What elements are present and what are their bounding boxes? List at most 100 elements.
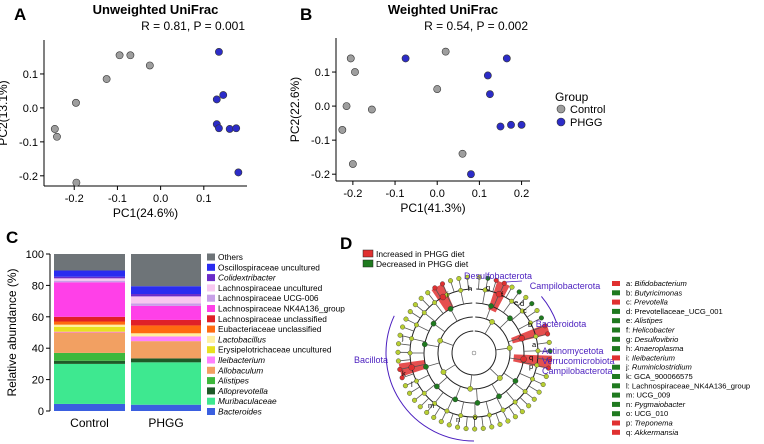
bar-segment-colidextribacter (54, 276, 125, 279)
point-control (72, 178, 81, 187)
cladogram-leaf-node (526, 403, 532, 409)
y-tick-label: -0.2 (19, 171, 38, 183)
cladogram-leaf-node (512, 414, 518, 420)
cladogram-node (497, 375, 503, 381)
legend-swatch-bacteroides (207, 408, 215, 415)
cladogram-leaf-node (485, 275, 491, 281)
x-axis-label: PC1(41.3%) (400, 201, 465, 215)
stat-annotation: R = 0.81, P = 0.001 (141, 19, 245, 33)
taxon-swatch-k (612, 374, 620, 379)
taxon-key-f: f: (626, 326, 632, 335)
cladogram-leaf-node (403, 316, 409, 322)
cladogram-leaf-node (540, 382, 546, 388)
chart-title: Unweighted UniFrac (93, 2, 219, 17)
taxon-swatch-o (612, 411, 620, 417)
bar-segment-lachnospiraceae-nk4a136-group (131, 305, 201, 320)
cladogram-leaf-node (424, 409, 430, 415)
x-tick-label: -0.2 (65, 193, 84, 205)
point-phgg (225, 125, 234, 133)
bar-segment-allobaculum (131, 341, 201, 359)
cladogram-leaf-node (489, 424, 495, 430)
cladogram-leaf-node (493, 277, 499, 283)
cladogram-leaf-node (402, 383, 408, 389)
cladogram-node (432, 300, 437, 305)
cladogram-node (421, 390, 427, 396)
bar-segment-oscillospiraceae-uncultured (54, 270, 125, 277)
taxon-label-h: h: Anaeroplasma (626, 344, 683, 353)
point-phgg (486, 90, 494, 99)
taxon-name-a: Bifidobacterium (634, 279, 686, 288)
cladogram-leaf-node (396, 341, 402, 347)
cladogram-node (533, 334, 539, 339)
bar-segment-ileibacterium (131, 336, 201, 342)
legend-label-bacteroides: Bacteroides (218, 407, 262, 417)
taxon-name-q: Akkermansia (633, 428, 678, 437)
taxon-label-m: m: UCG_009 (626, 391, 670, 400)
point-control (115, 51, 124, 60)
bar-segment-lachnospiraceae-ucg-006 (54, 280, 125, 283)
legend-swatch-lachnospiraceae-nk4a136-group (207, 305, 215, 312)
clade-label-bacteroidota: Bacteroidota (536, 319, 587, 329)
clade-label-bacillota: Bacillota (354, 355, 388, 365)
cladogram-node-red (520, 355, 527, 363)
y-tick-label: -0.1 (19, 137, 38, 149)
node-letter-p: p (529, 362, 533, 371)
cladogram-node (487, 412, 492, 418)
cladogram-node (528, 320, 533, 326)
taxon-key-i: i: (626, 353, 632, 362)
legend-swatch-allobaculum (207, 366, 215, 374)
cladogram-node (447, 306, 454, 312)
y-tick-label: 0.0 (23, 103, 38, 115)
x-category-label: Control (70, 416, 109, 430)
taxon-label-a: a: Bifidobacterium (626, 279, 687, 288)
cladogram-leaf-node (497, 421, 503, 427)
point-control (458, 149, 467, 158)
legend-label-phgg: PHGG (570, 117, 602, 129)
taxon-key-b: b: (626, 288, 634, 297)
node-letter-l: l (411, 380, 413, 389)
cladogram-node (496, 393, 502, 400)
x-tick-label: 0.0 (153, 193, 168, 205)
legend-title: Group (555, 90, 589, 104)
point-phgg (234, 168, 243, 177)
clade-label-verrucomicrobiota: Verrucomicrobiota (542, 356, 615, 366)
taxon-name-i: Ileibacterium (632, 353, 675, 362)
cladogram-leaf-node (501, 280, 507, 286)
taxon-name-d: Prevotellaceae_UCG_001 (634, 307, 722, 316)
cladogram-leaf-node (472, 426, 478, 432)
legend-swatch-lachnospiraceae-unclassified (207, 315, 215, 323)
taxon-name-e: Alistipes (633, 316, 662, 325)
clade-connector (505, 280, 523, 283)
bar-segment-allobaculum (54, 332, 125, 353)
bar-segment-colidextribacter (131, 294, 201, 297)
x-tick-label: -0.2 (343, 188, 362, 200)
taxon-swatch-b (612, 290, 620, 296)
bar-segment-alistipes (54, 352, 125, 361)
cladogram-node (414, 378, 419, 384)
taxon-label-k: k: GCA_900066575 (626, 372, 693, 381)
cladogram-leaf-node (505, 418, 511, 424)
node-letter-b: b (528, 320, 532, 329)
point-phgg (483, 71, 492, 80)
taxon-name-b: Butyricimonas (634, 288, 682, 297)
legend-label-lachnospiraceae-ucg-006: Lachnospiraceae UCG-006 (218, 293, 319, 303)
bar-segment-muribaculaceae (54, 363, 125, 404)
point-phgg (502, 54, 511, 63)
cladogram-node (489, 319, 495, 325)
taxon-label-f: f: Helicobacter (626, 326, 675, 335)
cladogram-node (482, 287, 488, 293)
taxon-key-h: h: (626, 344, 634, 353)
cladogram-node (535, 348, 541, 354)
node-letter-j: j (401, 333, 404, 342)
node-letter-a: a (532, 340, 537, 349)
point-control (441, 47, 450, 56)
taxon-swatch-q (612, 429, 620, 435)
cladogram-node (507, 315, 513, 322)
x-tick-label: 0.0 (430, 188, 445, 200)
clade-label-desulfobacterota: Desulfobacterota (464, 271, 532, 281)
y-tick-label: -0.2 (311, 169, 330, 181)
taxon-name-n: Pygmaiobacter (634, 400, 685, 409)
taxon-swatch-g (612, 336, 620, 342)
taxon-label-j: j: Ruminiclostridium (625, 363, 692, 372)
